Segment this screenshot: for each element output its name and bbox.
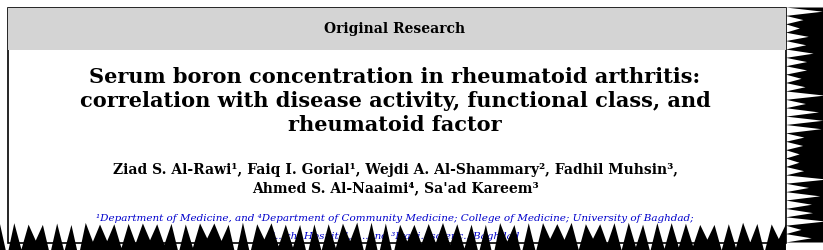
Text: Ziad S. Al-Rawi¹, Faiq I. Gorial¹, Wejdi A. Al-Shammary², Fadhil Muhsin³,
Ahmed : Ziad S. Al-Rawi¹, Faiq I. Gorial¹, Wejdi… (113, 162, 677, 195)
Text: ²...chi Hospital, ¹...and ³Iraqi...scienc...Baghdad: ²...chi Hospital, ¹...and ³Iraqi...scien… (271, 232, 519, 241)
Text: Serum boron concentration in rheumatoid arthritis:
correlation with disease acti: Serum boron concentration in rheumatoid … (80, 67, 710, 135)
Polygon shape (0, 222, 786, 250)
Polygon shape (786, 8, 823, 242)
Text: ¹Department of Medicine, and ⁴Department of Community Medicine; College of Medic: ¹Department of Medicine, and ⁴Department… (96, 214, 694, 223)
Bar (8, 8, 786, 50)
Text: Original Research: Original Research (324, 22, 466, 36)
